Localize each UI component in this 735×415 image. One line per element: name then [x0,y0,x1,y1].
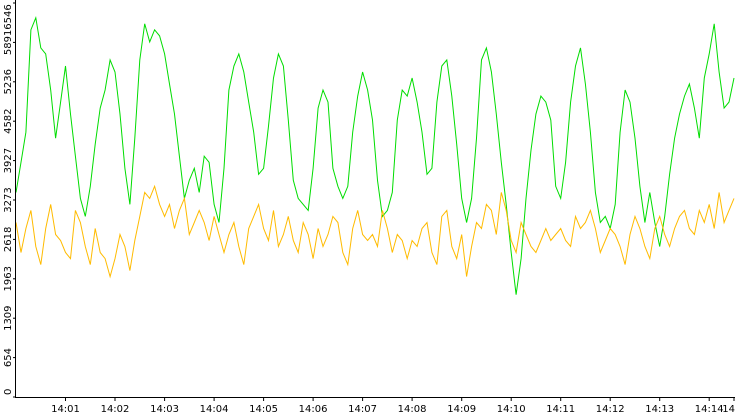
y-tick-label: 2618 [3,227,14,252]
x-tick-label: 14:10 [497,404,526,415]
axes-layer [15,0,735,398]
y-tick-label: 3927 [3,148,14,173]
y-tick-label: 3273 [3,187,14,212]
x-tick-label: 14:12 [596,404,625,415]
y-tick-label: 6546 [3,4,14,29]
y-tick-label: 1309 [3,305,14,330]
x-tick-label: 14:13 [645,404,674,415]
x-tick-label: 14:01 [51,404,80,415]
x-tick-labels: 14:01 14:02 14:03 14:04 14:05 14:06 14:07 14:08… [51,397,735,415]
y-tick-label: 4582 [3,108,14,133]
x-tick-label: 14:07 [348,404,377,415]
x-tick-label: 14:05 [249,404,278,415]
x-tick-label: 14:02 [101,404,130,415]
y-tick-label: 5891 [3,30,14,55]
x-tick-label: 14:11 [546,404,575,415]
x-tick-label: 14:09 [447,404,476,415]
series-layer [15,15,735,295]
y-tick-label: 5236 [3,69,14,94]
x-tick-label: 14:14 [695,404,724,415]
y-tick-label: 0 [3,389,14,395]
x-tick-label: 14:06 [299,404,328,415]
y-tick-label: 1963 [3,266,14,291]
x-tick-label: 14 [722,404,735,415]
series-line-2 [15,184,735,279]
x-tick-label: 14:03 [150,404,179,415]
x-tick-label: 14:08 [398,404,427,415]
y-tick-label: 654 [3,348,14,367]
x-tick-label: 14:04 [200,404,229,415]
series-line-1 [15,15,735,295]
